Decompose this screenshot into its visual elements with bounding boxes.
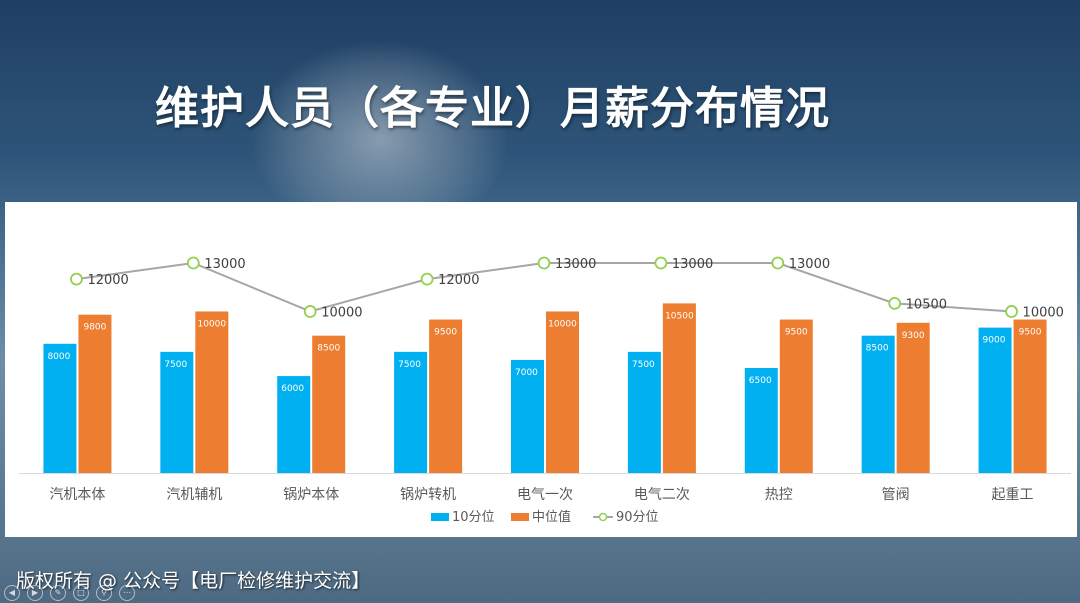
more-icon[interactable]: ⋯: [119, 585, 135, 601]
bar-label-p10: 8000: [47, 352, 70, 362]
marker-p90: [70, 272, 83, 286]
bar-p10: [978, 327, 1012, 473]
salary-chart: 8000 9800 汽机本体 7500 10000 汽机辅机 6000 8500 锅炉本体 750…: [19, 256, 1071, 525]
bar-p10: [277, 376, 311, 473]
bar-median: [429, 319, 463, 473]
category-label: 锅炉本体: [283, 487, 339, 503]
line-label-p90: 12000: [87, 273, 128, 288]
bar-median: [312, 335, 346, 473]
line-label-p90: 13000: [555, 257, 596, 272]
category-label: 电气一次: [517, 487, 573, 503]
bar-label-median: 10000: [548, 319, 577, 329]
slideshow-toolbar: ◀ ▶ ✎ □ ⚲ ⋯: [4, 585, 135, 601]
legend-label-p90: 90分位: [616, 510, 659, 525]
bar-p10: [160, 351, 194, 473]
category-label: 锅炉转机: [400, 487, 456, 503]
bar-median: [662, 303, 696, 473]
legend-swatch-median: [511, 513, 529, 521]
bar-label-median: 8500: [317, 344, 340, 354]
line-label-p90: 10500: [906, 297, 947, 312]
bar-label-median: 9500: [785, 328, 808, 338]
line-label-p90: 10000: [1023, 305, 1064, 320]
category-label: 管阀: [882, 487, 910, 503]
line-label-p90: 13000: [672, 257, 713, 272]
legend-label-median: 中位值: [532, 509, 571, 525]
line-label-p90: 12000: [438, 273, 479, 288]
bar-label-median: 9500: [1019, 328, 1042, 338]
marker-p90: [888, 296, 902, 310]
chart-panel: 8000 9800 汽机本体 7500 10000 汽机辅机 6000 8500 锅炉本体 750…: [5, 202, 1077, 537]
legend-label-p10: 10分位: [452, 510, 495, 525]
bar-p10: [43, 343, 77, 473]
bar-median: [779, 319, 813, 473]
line-label-p90: 10000: [321, 305, 362, 320]
category-label: 汽机辅机: [166, 487, 222, 503]
bar-median: [546, 311, 579, 473]
prev-icon[interactable]: ◀: [4, 585, 20, 601]
marker-p90: [537, 256, 551, 270]
bar-p10: [394, 351, 428, 473]
marker-p90: [771, 256, 785, 270]
bar-label-p10: 7500: [632, 360, 655, 370]
marker-p90: [1005, 305, 1018, 318]
bar-label-p10: 7500: [164, 360, 187, 370]
marker-p90: [654, 256, 668, 270]
bar-median: [195, 311, 229, 473]
bar-label-median: 9800: [83, 323, 106, 333]
bar-p10: [744, 368, 778, 473]
line-label-p90: 13000: [789, 257, 830, 272]
category-label: 电气二次: [634, 487, 690, 503]
bar-label-median: 10500: [665, 311, 694, 321]
bar-label-p10: 9000: [983, 336, 1006, 346]
bar-p10: [511, 359, 544, 473]
marker-p90: [420, 272, 434, 286]
category-label: 热控: [765, 487, 793, 503]
category-label: 起重工: [992, 487, 1034, 503]
bar-median: [1013, 319, 1047, 473]
bar-label-median: 10000: [198, 319, 227, 329]
bar-label-p10: 7000: [515, 368, 538, 378]
bar-label-median: 9500: [434, 328, 457, 338]
marker-p90: [186, 256, 200, 270]
category-label: 汽机本体: [49, 487, 105, 503]
bar-label-p10: 6000: [281, 384, 304, 394]
legend-marker-p90: [598, 512, 608, 522]
line-label-p90: 13000: [204, 257, 245, 272]
bar-median: [896, 322, 930, 473]
next-icon[interactable]: ▶: [27, 585, 43, 601]
bar-median: [78, 314, 112, 473]
bar-p10: [861, 335, 895, 473]
bar-label-median: 9300: [902, 331, 925, 341]
bar-p10: [627, 351, 661, 473]
legend-swatch-p10: [431, 513, 449, 521]
zoom-icon[interactable]: ⚲: [96, 585, 112, 601]
pen-icon[interactable]: ✎: [50, 585, 66, 601]
slides-icon[interactable]: □: [73, 585, 89, 601]
bar-label-p10: 6500: [749, 376, 772, 386]
bar-label-p10: 8500: [866, 344, 889, 354]
marker-p90: [303, 305, 317, 318]
page-title: 维护人员（各专业）月薪分布情况: [155, 83, 830, 134]
bar-label-p10: 7500: [398, 360, 421, 370]
